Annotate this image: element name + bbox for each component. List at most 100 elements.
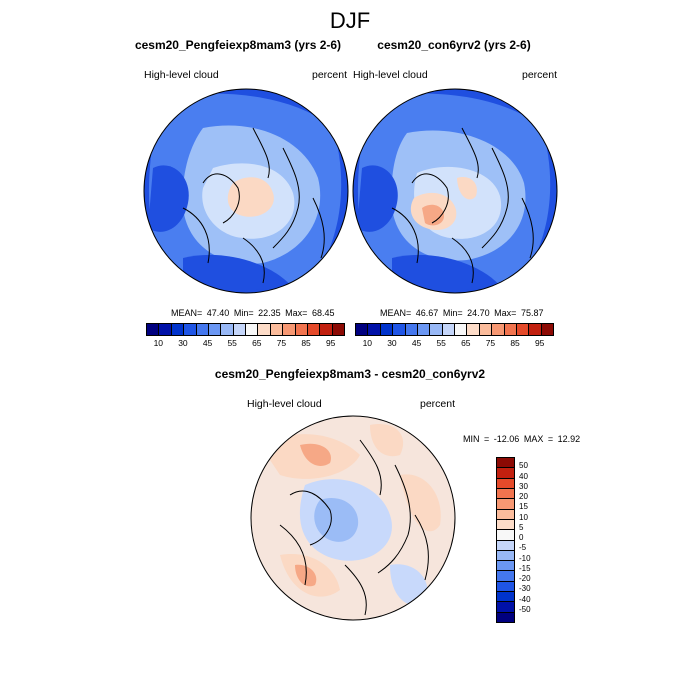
colorbar-swatch bbox=[356, 324, 369, 335]
colorbar-swatch bbox=[221, 324, 234, 335]
colorbar-swatch bbox=[405, 324, 418, 335]
map3-field-warm-south-core bbox=[295, 564, 317, 587]
colorbar-tick-label: 45 bbox=[202, 338, 213, 348]
colorbar-swatch bbox=[467, 324, 480, 335]
colorbar-swatch bbox=[147, 324, 160, 335]
map-panel3-difference bbox=[250, 415, 456, 621]
colorbar-swatch bbox=[497, 612, 514, 622]
colorbar-swatch bbox=[497, 488, 514, 500]
map2-field-warm2 bbox=[457, 177, 477, 200]
map3-field-warm-north-core bbox=[300, 443, 331, 466]
colorbar-tick-label: 15 bbox=[519, 502, 528, 512]
colorbar-difference-ticks: 50 40 30 20 15 10 5 0 -5 -10 -15 -20 -30 -40 -50 bbox=[519, 457, 549, 621]
panel1-title: cesm20_Pengfeiexp8mam3 (yrs 2-6) bbox=[134, 38, 342, 52]
colorbar-tick-label: -50 bbox=[519, 604, 531, 614]
colorbar-panel1-ticks: 10 30 45 55 65 75 85 95 bbox=[146, 338, 343, 350]
colorbar-tick-label: 0 bbox=[519, 533, 524, 542]
map1-field-deep-south bbox=[183, 254, 293, 293]
colorbar-swatch bbox=[171, 324, 185, 335]
map-panel1 bbox=[143, 88, 349, 294]
colorbar-tick-label: 55 bbox=[436, 338, 446, 348]
colorbar-panel2 bbox=[355, 323, 554, 336]
colorbar-swatch bbox=[497, 561, 514, 572]
colorbar-tick-label: 45 bbox=[411, 338, 422, 348]
panel3-minmax: MIN = -12.06 MAX = 12.92 bbox=[463, 434, 581, 444]
panel2-units-label: percent bbox=[522, 69, 558, 81]
colorbar-swatch bbox=[497, 519, 514, 531]
colorbar-swatch bbox=[497, 509, 514, 520]
colorbar-tick-label: 65 bbox=[252, 338, 262, 348]
colorbar-tick-label: 20 bbox=[519, 492, 528, 501]
map1-field-deep-west bbox=[148, 165, 189, 232]
colorbar-swatch bbox=[541, 324, 553, 335]
map2-field-warm-core bbox=[422, 204, 444, 226]
colorbar-swatch bbox=[417, 324, 431, 335]
map2-coastlines bbox=[391, 127, 534, 284]
colorbar-swatch bbox=[497, 499, 514, 510]
colorbar-tick-label: -20 bbox=[519, 574, 531, 583]
colorbar-swatch bbox=[430, 324, 443, 335]
colorbar-tick-label: 30 bbox=[178, 338, 188, 348]
colorbar-tick-label: 40 bbox=[519, 471, 528, 481]
colorbar-tick-label: 10 bbox=[362, 338, 373, 348]
colorbar-tick-label: 50 bbox=[519, 461, 528, 471]
colorbar-swatch bbox=[497, 581, 514, 593]
panel3-units-label: percent bbox=[420, 398, 456, 410]
map3-border bbox=[250, 415, 456, 621]
colorbar-swatch bbox=[246, 324, 259, 335]
colorbar-swatch bbox=[270, 324, 284, 335]
colorbar-swatch bbox=[497, 592, 514, 603]
colorbar-swatch bbox=[283, 324, 296, 335]
colorbar-tick-label: -40 bbox=[519, 594, 531, 604]
panel2-stats: MEAN= 46.67 Min= 24.70 Max= 75.87 bbox=[380, 308, 544, 318]
map3-field-cold-core bbox=[314, 497, 359, 542]
panel1-stats: MEAN= 47.40 Min= 22.35 Max= 68.45 bbox=[171, 308, 335, 318]
map2-border bbox=[352, 88, 558, 294]
colorbar-tick-label: 30 bbox=[387, 338, 397, 348]
colorbar-swatch bbox=[497, 550, 514, 562]
colorbar-tick-label: 95 bbox=[325, 338, 336, 348]
map1-border bbox=[143, 88, 349, 294]
colorbar-swatch bbox=[233, 324, 246, 335]
colorbar-tick-label: 10 bbox=[153, 338, 164, 348]
colorbar-swatch bbox=[320, 324, 333, 335]
colorbar-tick-label: 65 bbox=[461, 338, 471, 348]
map3-field-warm-northeast bbox=[370, 424, 404, 457]
colorbar-tick-label: 95 bbox=[534, 338, 545, 348]
colorbar-swatch bbox=[504, 324, 517, 335]
colorbar-swatch bbox=[159, 324, 172, 335]
colorbar-tick-label: 85 bbox=[510, 338, 520, 348]
colorbar-swatch bbox=[184, 324, 197, 335]
map3-field-warm-east bbox=[400, 474, 441, 532]
colorbar-swatch bbox=[479, 324, 493, 335]
colorbar-tick-label: 5 bbox=[519, 522, 524, 532]
colorbar-tick-label: 10 bbox=[519, 512, 528, 522]
colorbar-swatch bbox=[497, 458, 514, 469]
colorbar-swatch bbox=[497, 478, 514, 489]
map2-field-deep-south bbox=[392, 254, 502, 293]
colorbar-tick-label: 85 bbox=[301, 338, 311, 348]
colorbar-swatch bbox=[307, 324, 321, 335]
colorbar-swatch bbox=[332, 324, 344, 335]
colorbar-swatch bbox=[497, 530, 514, 541]
colorbar-swatch bbox=[492, 324, 505, 335]
map3-coastlines bbox=[279, 439, 429, 616]
colorbar-tick-label: 75 bbox=[276, 338, 287, 348]
panel2-variable-label: High-level cloud bbox=[353, 69, 428, 81]
colorbar-tick-label: -30 bbox=[519, 584, 531, 594]
map2-field-deep-west bbox=[357, 165, 398, 232]
colorbar-difference bbox=[496, 457, 515, 623]
map3-field-cold-southeast bbox=[390, 564, 428, 606]
colorbar-swatch bbox=[196, 324, 209, 335]
panel2-title: cesm20_con6yrv2 (yrs 2-6) bbox=[377, 38, 531, 52]
colorbar-swatch bbox=[529, 324, 542, 335]
panel1-variable-label: High-level cloud bbox=[144, 69, 219, 81]
colorbar-swatch bbox=[455, 324, 468, 335]
colorbar-tick-label: 75 bbox=[485, 338, 496, 348]
colorbar-swatch bbox=[497, 571, 514, 582]
colorbar-tick-label: -15 bbox=[519, 563, 531, 573]
map1-field-warm bbox=[227, 177, 274, 217]
colorbar-tick-label: 30 bbox=[519, 481, 528, 491]
colorbar-swatch bbox=[497, 602, 514, 613]
colorbar-swatch bbox=[497, 468, 514, 479]
